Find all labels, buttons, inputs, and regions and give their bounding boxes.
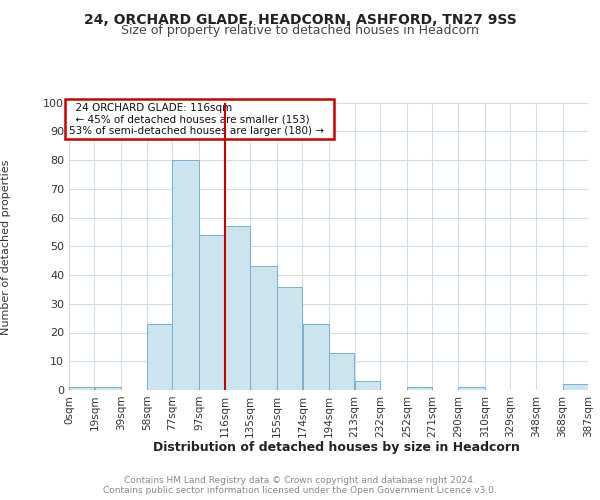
Bar xyxy=(69,387,94,390)
Text: Distribution of detached houses by size in Headcorn: Distribution of detached houses by size … xyxy=(152,441,520,454)
Text: Number of detached properties: Number of detached properties xyxy=(1,160,11,335)
Bar xyxy=(199,235,224,390)
Bar xyxy=(277,286,302,390)
Bar xyxy=(147,324,172,390)
Bar xyxy=(329,352,355,390)
Bar xyxy=(355,382,380,390)
Bar xyxy=(563,384,588,390)
Bar xyxy=(302,324,329,390)
Text: Size of property relative to detached houses in Headcorn: Size of property relative to detached ho… xyxy=(121,24,479,37)
Bar xyxy=(225,226,250,390)
Bar xyxy=(172,160,199,390)
Bar xyxy=(250,266,277,390)
Text: 24 ORCHARD GLADE: 116sqm
  ← 45% of detached houses are smaller (153)
53% of sem: 24 ORCHARD GLADE: 116sqm ← 45% of detach… xyxy=(69,102,331,136)
Bar xyxy=(458,387,485,390)
Bar xyxy=(407,387,432,390)
Bar xyxy=(95,387,121,390)
Text: Contains HM Land Registry data © Crown copyright and database right 2024.
Contai: Contains HM Land Registry data © Crown c… xyxy=(103,476,497,495)
Text: 24, ORCHARD GLADE, HEADCORN, ASHFORD, TN27 9SS: 24, ORCHARD GLADE, HEADCORN, ASHFORD, TN… xyxy=(83,12,517,26)
